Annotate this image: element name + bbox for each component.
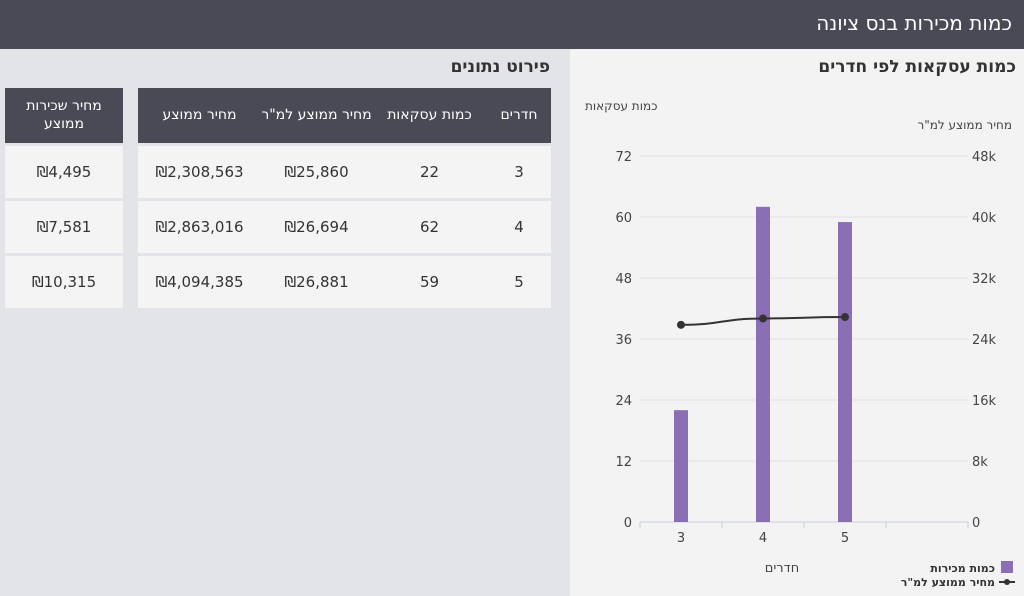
table-cell: ₪26,881 [261,256,372,308]
table-cell: 22 [372,146,487,198]
y-left-tick-label: 24 [615,394,632,409]
col-avg-rent-header: מחיר שכירות ממוצע [5,88,123,143]
bar [674,410,688,522]
x-tick-label: 3 [677,531,685,546]
line-point [759,314,767,323]
y-left-tick-label: 72 [615,150,632,165]
table-cell: ₪26,694 [261,201,372,253]
y-right-tick-label: 24k [972,333,997,348]
y-right-tick-label: 0 [972,516,980,531]
bar [756,206,770,523]
col-deals-header: כמות עסקאות [372,88,487,143]
bar [838,222,852,523]
y-left-axis-title: כמות עסקאות [585,99,657,113]
app-header: כמות מכירות בנס ציונה [0,0,1024,49]
y-left-tick-label: 48 [615,272,632,287]
y-left-tick-label: 60 [615,211,632,226]
x-axis-title: חדרים [765,561,799,576]
chart-svg: כמות עסקאות מחיר ממוצע למ"ר 0 12 24 36 48 60 72 0… [585,99,1015,589]
legend-bar-swatch [1001,561,1013,573]
y-right-tick-label: 32k [972,272,997,287]
table-cell: 62 [372,201,487,253]
y-right-tick-label: 40k [972,211,997,226]
y-left-tick-label: 12 [615,455,632,470]
table-cell: ₪2,308,563 [138,146,261,198]
col-rooms-header: חדרים [487,88,551,143]
x-tick-label: 5 [841,531,849,546]
line-point [841,313,849,322]
y-right-tick-label: 48k [972,150,997,165]
y-right-tick-label: 8k [972,455,988,470]
col-avg-price-header: מחיר ממוצע [138,88,261,143]
table-cell: ₪4,495 [5,146,123,198]
y-left-tick-label: 0 [624,516,632,531]
col-avg-sqm-header: מחיר ממוצע למ"ר [261,88,372,143]
table-cell: ₪4,094,385 [138,256,261,308]
line-point [677,320,685,329]
chart-panel: כמות עסקאות לפי חדרים כמות עסקאות מחיר ממ… [570,49,1024,596]
y-right-tick-label: 16k [972,394,997,409]
chart-title: כמות עסקאות לפי חדרים [818,57,1016,77]
table-title: פירוט נתונים [450,57,550,77]
table-cell: ₪2,863,016 [138,201,261,253]
table-cell: ₪7,581 [5,201,123,253]
data-table-panel: פירוט נתונים חדרים כמות עסקאות מחיר ממוצע … [0,49,570,596]
y-right-axis-title: מחיר ממוצע למ"ר [917,118,1012,132]
legend-line-marker [1004,579,1010,585]
legend-line-label: מחיר ממוצע למ"ר [901,576,995,589]
x-tick-label: 4 [759,531,767,546]
legend-bar-label: כמות מכירות [930,562,995,575]
table-cell: ₪10,315 [5,256,123,308]
table-cell: 3 [487,146,551,198]
table-cell: 59 [372,256,487,308]
y-left-tick-label: 36 [615,333,632,348]
table-cell: ₪25,860 [261,146,372,198]
table-cell: 4 [487,201,551,253]
table-cell: 5 [487,256,551,308]
page-title: כמות מכירות בנס ציונה [816,11,1012,35]
